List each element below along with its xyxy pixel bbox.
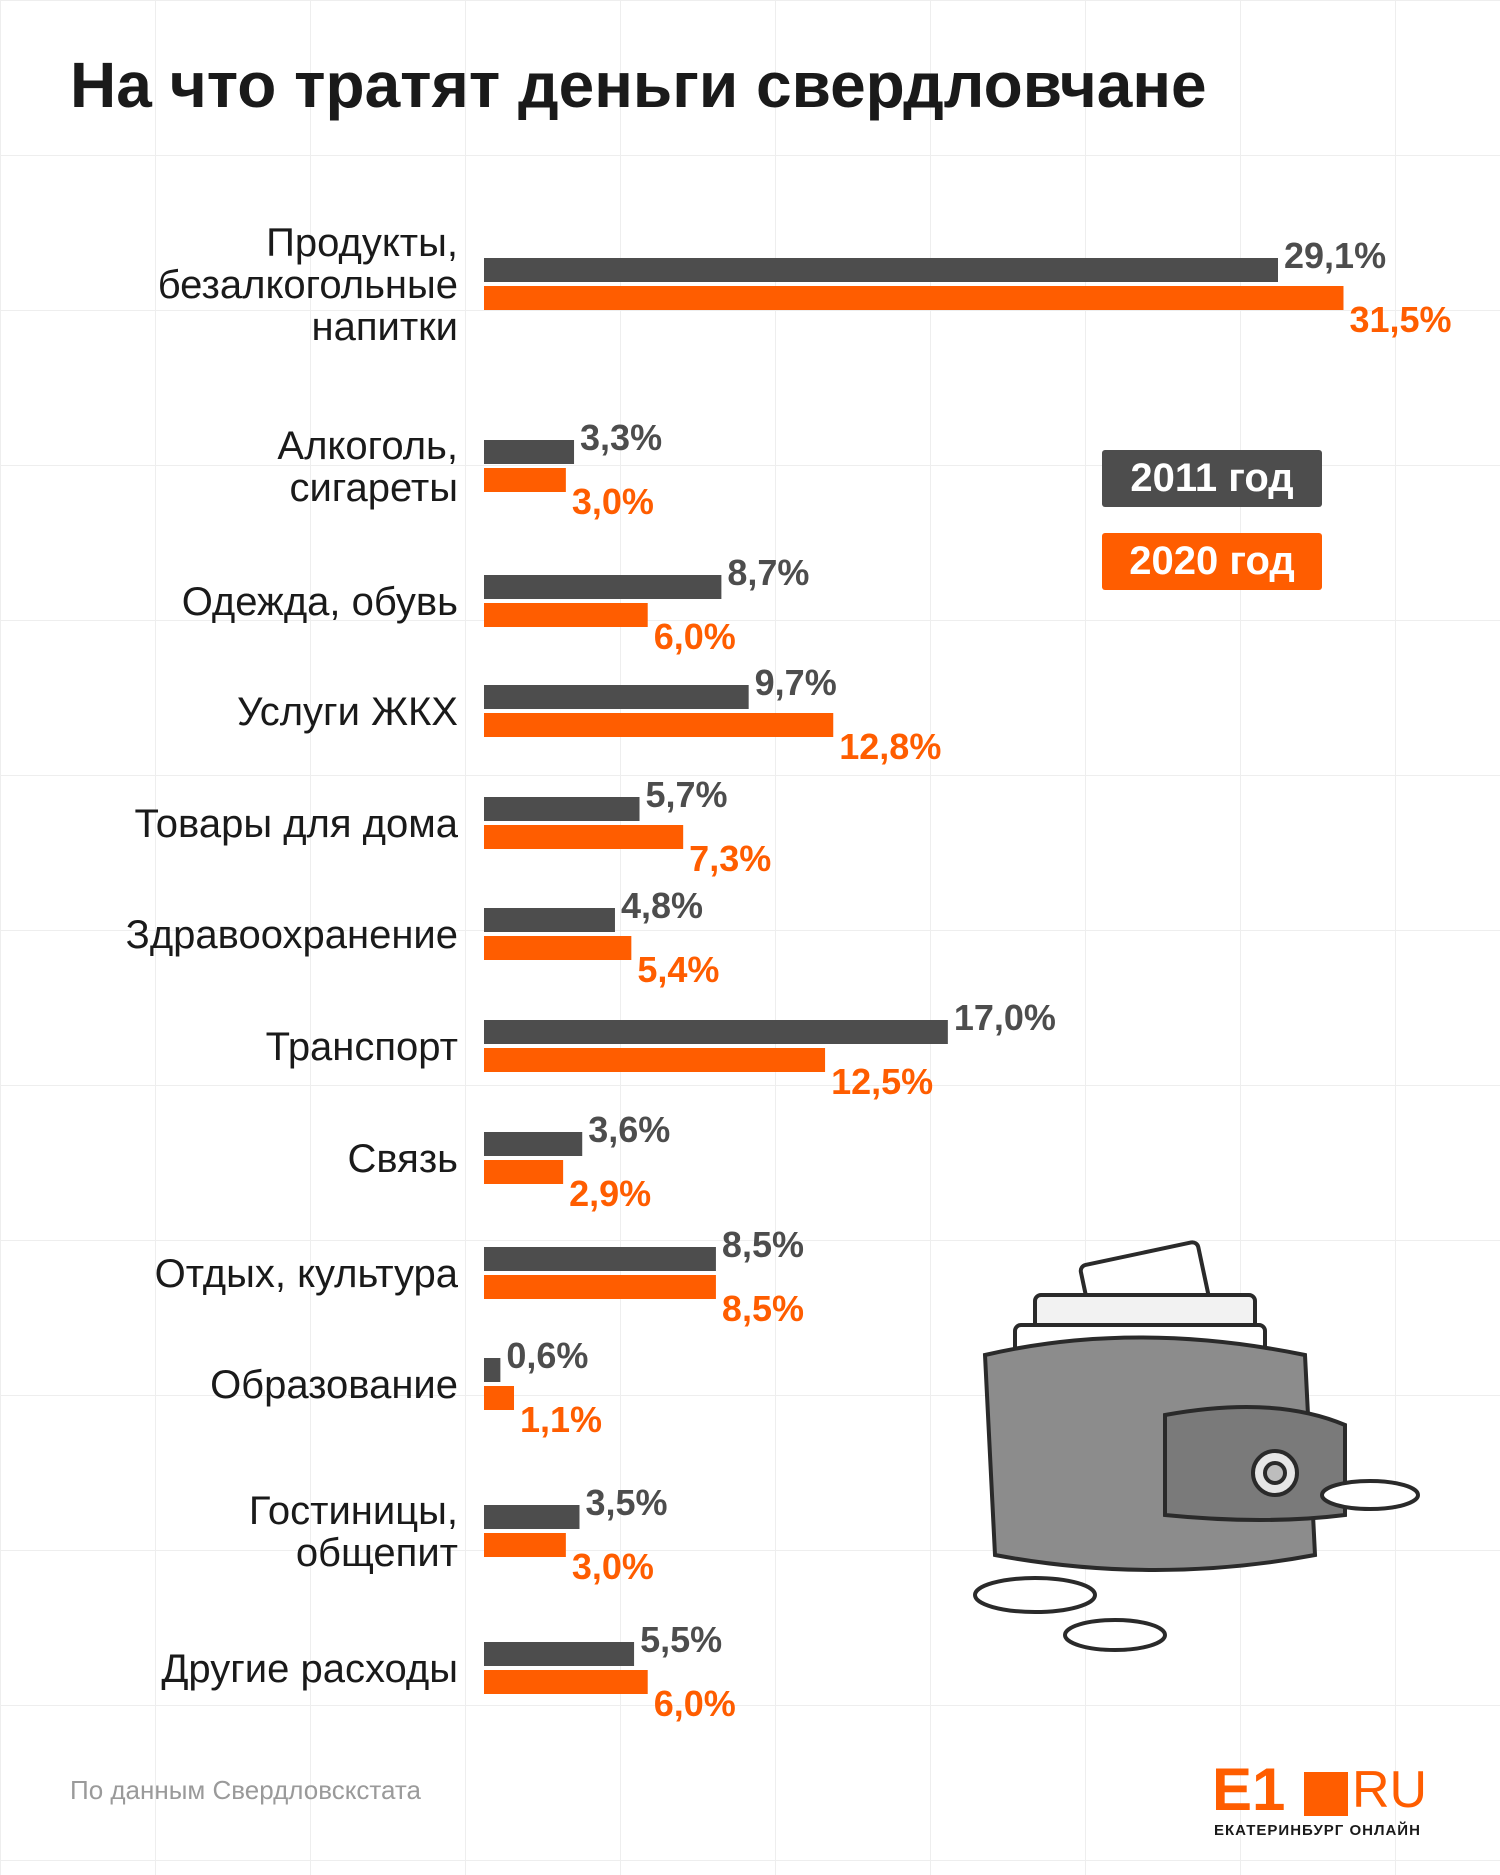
bar-2020 <box>484 1048 826 1072</box>
bar-2011 <box>484 1247 716 1271</box>
category-label-line: сигареты <box>289 466 458 510</box>
category-label: Здравоохранение <box>126 913 458 957</box>
value-label-2011: 29,1% <box>1284 235 1386 276</box>
bar-2020 <box>484 1533 566 1557</box>
legend-2020: 2020 год <box>1102 533 1322 590</box>
bar-2020 <box>484 713 834 737</box>
bar-2011 <box>484 685 749 709</box>
category-label-line: напитки <box>311 305 458 349</box>
category-label-line: Образование <box>210 1363 458 1407</box>
bar-2011 <box>484 440 575 464</box>
bar-2020 <box>484 1386 515 1410</box>
category-label: Услуги ЖКХ <box>237 690 458 734</box>
value-label-2020: 12,5% <box>831 1061 933 1102</box>
category-label-line: Связь <box>347 1137 458 1181</box>
value-label-2020: 1,1% <box>520 1399 602 1440</box>
value-label-2011: 8,7% <box>727 552 809 593</box>
value-label-2011: 3,3% <box>580 417 662 458</box>
bar-2020 <box>484 603 648 627</box>
category-label: Продукты, безалкогольные напитки <box>158 221 458 349</box>
category-label: Образование <box>210 1363 458 1407</box>
source-note: По данным Свердловскстата <box>70 1775 421 1805</box>
category-label-line: Транспорт <box>266 1025 458 1069</box>
value-label-2020: 5,4% <box>637 949 719 990</box>
value-label-2011: 3,5% <box>585 1482 667 1523</box>
bar-2020 <box>484 1160 564 1184</box>
category-label-line: общепит <box>296 1531 458 1575</box>
value-label-2011: 5,7% <box>646 774 728 815</box>
legend-2011: 2011 год <box>1102 450 1322 507</box>
value-label-2020: 7,3% <box>689 838 771 879</box>
category-label: Связь <box>347 1137 458 1181</box>
category-label: Алкоголь, сигареты <box>277 424 458 510</box>
value-label-2020: 3,0% <box>572 1546 654 1587</box>
value-label-2020: 3,0% <box>572 481 654 522</box>
category-label-line: Другие расходы <box>161 1647 458 1691</box>
value-label-2011: 9,7% <box>755 662 837 703</box>
category-label-line: Услуги ЖКХ <box>237 690 458 734</box>
value-label-2020: 12,8% <box>839 726 941 767</box>
value-label-2020: 6,0% <box>654 616 736 657</box>
category-label-line: Отдых, культура <box>155 1252 459 1296</box>
value-label-2011: 4,8% <box>621 885 703 926</box>
value-label-2011: 5,5% <box>640 1619 722 1660</box>
category-label: Транспорт <box>266 1025 458 1069</box>
bar-2020 <box>484 825 684 849</box>
value-label-2011: 0,6% <box>506 1335 588 1376</box>
logo-subtitle: ЕКАТЕРИНБУРГ ОНЛАЙН <box>1214 1822 1421 1839</box>
bar-2011 <box>484 1132 583 1156</box>
category-label-line: Гостиницы, <box>249 1489 458 1533</box>
bar-2020 <box>484 468 566 492</box>
value-label-2011: 8,5% <box>722 1224 804 1265</box>
logo-ru: RU <box>1352 1761 1428 1819</box>
bar-2020 <box>484 1670 648 1694</box>
value-label-2020: 6,0% <box>654 1683 736 1724</box>
category-label-line: Алкоголь, <box>277 424 458 468</box>
bar-2020 <box>484 936 632 960</box>
wallet-with-coins-icon <box>973 1240 1420 1652</box>
category-label-line: Здравоохранение <box>126 913 458 957</box>
category-label-line: Одежда, обувь <box>182 580 458 624</box>
value-label-2020: 31,5% <box>1349 299 1451 340</box>
chart-title: На что тратят деньги свердловчане <box>70 49 1207 121</box>
category-label-line: Продукты, <box>266 221 458 265</box>
bar-2011 <box>484 1642 635 1666</box>
value-label-2011: 17,0% <box>954 997 1056 1038</box>
category-label-line: безалкогольные <box>158 263 458 307</box>
bar-2011 <box>484 258 1278 282</box>
bar-2011 <box>484 1505 580 1529</box>
bar-2011 <box>484 1358 501 1382</box>
logo-square <box>1304 1772 1348 1816</box>
category-label-line: Товары для дома <box>135 802 459 846</box>
logo-e1: E1 <box>1212 1756 1286 1823</box>
bar-2011 <box>484 797 640 821</box>
category-label: Одежда, обувь <box>182 580 458 624</box>
bar-2011 <box>484 1020 948 1044</box>
category-label: Другие расходы <box>161 1647 458 1691</box>
category-label: Товары для дома <box>135 802 459 846</box>
bar-2011 <box>484 908 615 932</box>
bar-2020 <box>484 286 1344 310</box>
category-label: Отдых, культура <box>155 1252 459 1296</box>
bar-2020 <box>484 1275 716 1299</box>
value-label-2020: 8,5% <box>722 1288 804 1329</box>
bar-2011 <box>484 575 722 599</box>
category-label: Гостиницы, общепит <box>249 1489 458 1575</box>
value-label-2020: 2,9% <box>569 1173 651 1214</box>
value-label-2011: 3,6% <box>588 1109 670 1150</box>
